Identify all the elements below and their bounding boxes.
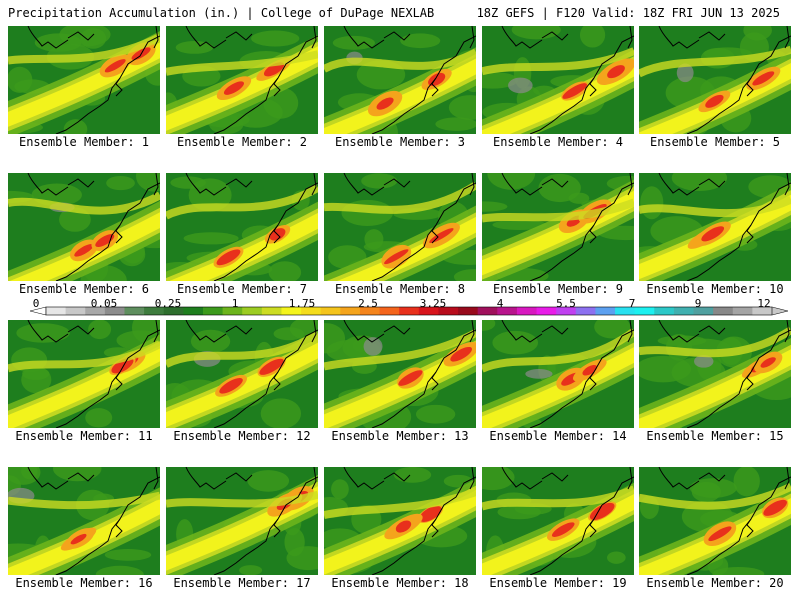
colorbar-swatch xyxy=(183,307,204,315)
ensemble-member-map xyxy=(324,26,476,134)
colorbar-swatch xyxy=(595,307,616,315)
ensemble-member-map xyxy=(8,467,160,575)
colorbar-swatch xyxy=(281,307,302,315)
colorbar-tick-label: 12 xyxy=(757,297,771,310)
colorbar-swatch xyxy=(163,307,184,315)
ensemble-member-map xyxy=(324,467,476,575)
ensemble-member-label: Ensemble Member: 20 xyxy=(646,576,784,590)
colorbar-swatch xyxy=(359,307,381,315)
colorbar-swatch xyxy=(673,307,695,315)
colorbar-swatch xyxy=(301,307,322,315)
colorbar-swatch xyxy=(752,307,773,315)
colorbar-swatch xyxy=(536,307,557,315)
ensemble-member-label: Ensemble Member: 18 xyxy=(331,576,469,590)
colorbar-tick-label: 9 xyxy=(694,297,702,310)
ensemble-member-map xyxy=(639,467,791,575)
colorbar-swatch xyxy=(399,307,420,315)
ensemble-member-label: Ensemble Member: 16 xyxy=(15,576,153,590)
ensemble-member-label: Ensemble Member: 3 xyxy=(334,135,466,149)
ensemble-member-label: Ensemble Member: 11 xyxy=(15,429,153,443)
ensemble-member-map xyxy=(8,320,160,428)
colorbar-tick-label: 0.25 xyxy=(154,297,182,310)
colorbar-swatch xyxy=(634,307,655,315)
colorbar-swatch xyxy=(732,307,753,315)
colorbar-swatch xyxy=(477,307,498,315)
ensemble-member-map xyxy=(166,320,318,428)
colorbar-swatch xyxy=(340,307,361,315)
valid-time-label: 18Z GEFS | F120 Valid: 18Z FRI JUN 13 20… xyxy=(476,6,780,20)
colorbar-tick-label: 7 xyxy=(628,297,636,310)
ensemble-member-label: Ensemble Member: 4 xyxy=(492,135,624,149)
ensemble-member-map xyxy=(166,173,318,281)
ensemble-member-label: Ensemble Member: 14 xyxy=(489,429,627,443)
ensemble-member-map xyxy=(639,173,791,281)
ensemble-member-map xyxy=(166,26,318,134)
colorbar-swatch xyxy=(104,307,125,315)
colorbar-swatch xyxy=(615,307,636,315)
ensemble-member-map xyxy=(482,467,634,575)
colorbar-swatch xyxy=(575,307,596,315)
ensemble-member-map xyxy=(8,26,160,134)
ensemble-member-label: Ensemble Member: 19 xyxy=(489,576,627,590)
ensemble-member-map xyxy=(8,173,160,281)
colorbar-tick-label: 0.05 xyxy=(90,297,118,310)
colorbar-swatch xyxy=(202,307,224,315)
colorbar-swatch xyxy=(654,307,675,315)
colorbar-swatch xyxy=(144,307,165,315)
ensemble-member-label: Ensemble Member: 2 xyxy=(176,135,308,149)
colorbar-tick-label: 4 xyxy=(496,297,504,310)
colorbar-swatch xyxy=(458,307,479,315)
colorbar-swatch xyxy=(46,307,67,315)
ensemble-member-map xyxy=(639,26,791,134)
chart-title: Precipitation Accumulation (in.) | Colle… xyxy=(8,6,435,20)
colorbar-swatch xyxy=(438,307,459,315)
colorbar-tick-label: 1.75 xyxy=(288,297,316,310)
colorbar-swatch xyxy=(261,307,282,315)
colorbar-swatch xyxy=(693,307,714,315)
ensemble-member-label: Ensemble Member: 12 xyxy=(173,429,311,443)
colorbar-swatch xyxy=(222,307,243,315)
colorbar-swatch xyxy=(379,307,400,315)
ensemble-member-map xyxy=(324,320,476,428)
precip-colorbar xyxy=(30,306,788,316)
colorbar-swatch xyxy=(320,307,341,315)
ensemble-member-map xyxy=(639,320,791,428)
colorbar-swatch xyxy=(556,307,577,315)
ensemble-member-label: Ensemble Member: 17 xyxy=(173,576,311,590)
ensemble-member-label: Ensemble Member: 13 xyxy=(331,429,469,443)
colorbar-swatch xyxy=(85,307,106,315)
colorbar-tick-label: 0 xyxy=(32,297,40,310)
colorbar-swatch xyxy=(497,307,518,315)
colorbar-swatch xyxy=(713,307,734,315)
ensemble-member-map xyxy=(482,320,634,428)
colorbar-tick-label: 2.5 xyxy=(358,297,378,310)
colorbar-swatch xyxy=(516,307,538,315)
ensemble-member-label: Ensemble Member: 9 xyxy=(492,282,624,296)
colorbar-swatch xyxy=(124,307,145,315)
ensemble-member-label: Ensemble Member: 10 xyxy=(646,282,784,296)
ensemble-member-map xyxy=(324,173,476,281)
colorbar-swatch xyxy=(418,307,439,315)
ensemble-member-label: Ensemble Member: 1 xyxy=(18,135,150,149)
colorbar-tick-label: 3.25 xyxy=(419,297,447,310)
colorbar-swatch xyxy=(65,307,86,315)
colorbar-swatch xyxy=(242,307,263,315)
ensemble-member-label: Ensemble Member: 15 xyxy=(646,429,784,443)
ensemble-member-map xyxy=(166,467,318,575)
colorbar-tick-label: 1 xyxy=(231,297,239,310)
ensemble-member-map xyxy=(482,173,634,281)
ensemble-member-map xyxy=(482,26,634,134)
ensemble-member-label: Ensemble Member: 5 xyxy=(649,135,781,149)
ensemble-member-label: Ensemble Member: 8 xyxy=(334,282,466,296)
ensemble-member-label: Ensemble Member: 6 xyxy=(18,282,150,296)
colorbar-tick-label: 5.5 xyxy=(556,297,576,310)
ensemble-member-label: Ensemble Member: 7 xyxy=(176,282,308,296)
